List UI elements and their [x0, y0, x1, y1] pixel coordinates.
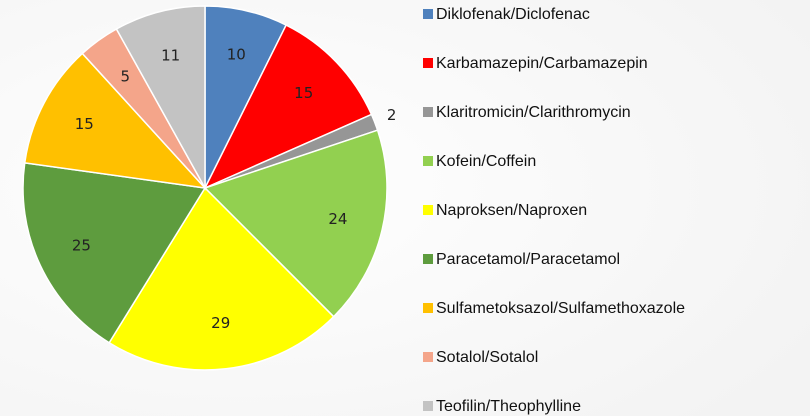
pie-slice	[22, 162, 207, 344]
legend-swatch	[423, 303, 433, 313]
legend-label: Diklofenak/Diclofenac	[436, 6, 590, 23]
legend-swatch	[423, 58, 433, 68]
legend-swatch	[423, 156, 433, 166]
data-label: 15	[75, 115, 94, 133]
pie-slice	[23, 52, 207, 190]
legend-label: Karbamazepin/Carbamazepin	[436, 55, 648, 72]
legend-label: Teofilin/Theophylline	[436, 398, 581, 415]
legend-swatch	[423, 205, 433, 215]
legend-swatch	[423, 401, 433, 411]
data-label: 15	[294, 84, 313, 102]
data-label: 11	[161, 46, 180, 64]
legend-label: Paracetamol/Paracetamol	[436, 251, 620, 268]
legend-label: Kofein/Coffein	[436, 153, 536, 170]
pie-slice	[203, 24, 373, 190]
legend-swatch	[423, 352, 433, 362]
legend-swatch	[423, 9, 433, 19]
legend-swatch	[423, 107, 433, 117]
data-label: 25	[72, 237, 91, 255]
data-label: 29	[211, 314, 230, 332]
pie-slice	[115, 5, 206, 191]
data-label: 2	[387, 106, 397, 124]
legend-label: Klaritromicin/Clarithromycin	[436, 104, 631, 121]
legend-swatch	[423, 254, 433, 264]
legend-label: Naproksen/Naproxen	[436, 202, 587, 219]
pie-slice	[108, 186, 335, 371]
data-label: 5	[121, 68, 131, 86]
legend-label: Sotalol/Sotalol	[436, 349, 538, 366]
data-label: 10	[227, 46, 246, 64]
pie-slice	[203, 129, 388, 318]
data-label: 24	[328, 210, 347, 228]
legend-label: Sulfametoksazol/Sulfamethoxazole	[436, 300, 685, 317]
